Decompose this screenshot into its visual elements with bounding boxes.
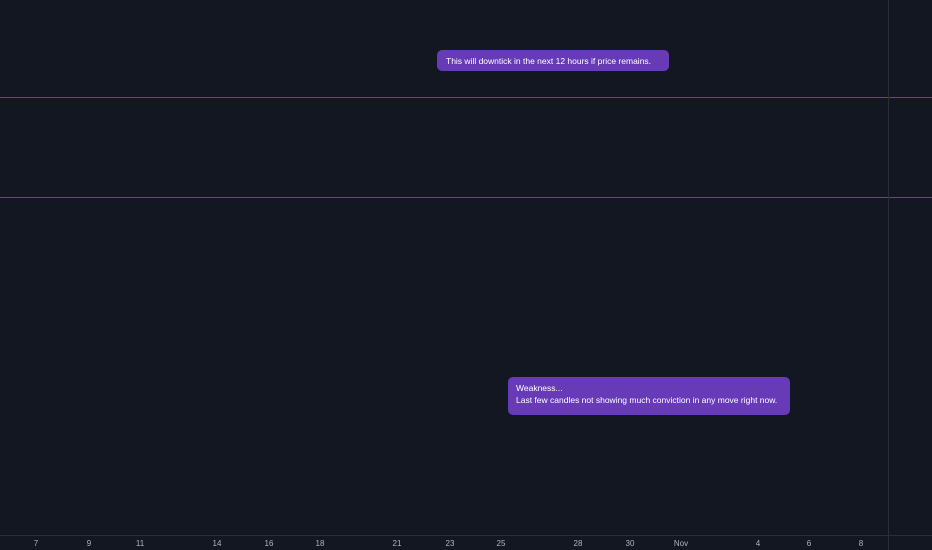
weakness-annotation-body: Last few candles not showing much convic… — [516, 395, 778, 406]
time-axis-tick: 4 — [756, 539, 761, 548]
weakness-annotation-note[interactable]: Weakness... Last few candles not showing… — [508, 377, 790, 415]
time-axis-tick: 18 — [316, 539, 325, 548]
time-axis-tick: 30 — [626, 539, 635, 548]
time-axis-tick: 14 — [213, 539, 222, 548]
time-axis-tick: 25 — [497, 539, 506, 548]
time-axis-tick: 7 — [34, 539, 39, 548]
weakness-annotation-title: Weakness... — [516, 383, 563, 393]
time-axis-tick: 8 — [859, 539, 864, 548]
time-axis-tick: 16 — [265, 539, 274, 548]
time-axis-tick: 11 — [136, 539, 145, 548]
time-axis-tick: 9 — [87, 539, 92, 548]
time-axis-tick: 28 — [574, 539, 583, 548]
macd-annotation-note[interactable]: This will downtick in the next 12 hours … — [437, 50, 669, 71]
time-axis-tick: 6 — [807, 539, 812, 548]
macd-annotation-text: This will downtick in the next 12 hours … — [446, 56, 652, 66]
time-axis-tick: 21 — [393, 539, 402, 548]
time-axis-tick: 23 — [446, 539, 455, 548]
time-axis-tick: Nov — [674, 539, 688, 548]
